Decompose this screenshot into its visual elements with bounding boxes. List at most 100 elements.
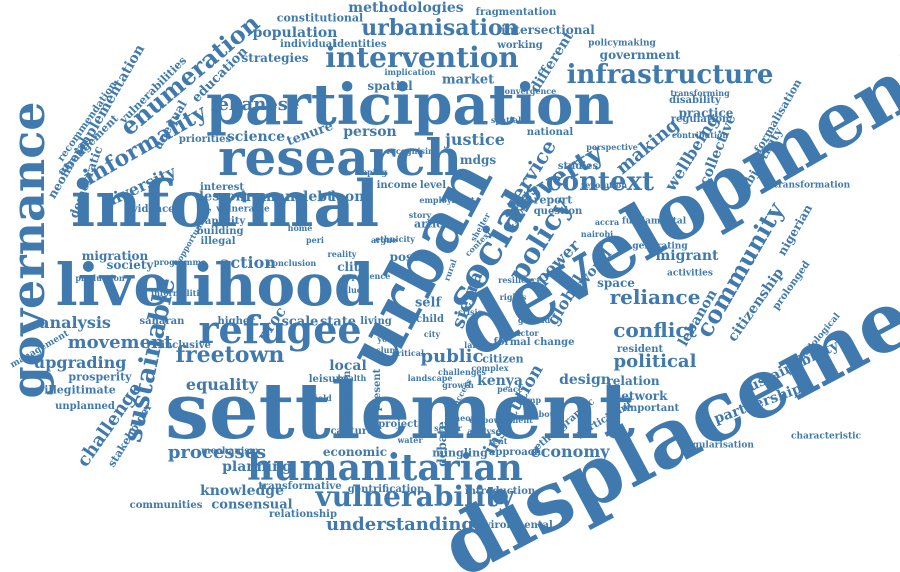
word-91: space [597, 276, 635, 290]
word-160: accra [594, 217, 620, 227]
word-171: reality [327, 249, 357, 259]
word-202: spatial [490, 115, 522, 125]
word-153: report [533, 193, 573, 207]
word-158: level [419, 180, 447, 191]
word-179: empowerment [469, 415, 533, 425]
word-10: humanitarian [247, 447, 523, 489]
word-74: intersectional [501, 23, 595, 37]
word-205: recognising [386, 146, 440, 156]
word-139: characteristic [790, 431, 862, 442]
word-154: question [533, 206, 583, 217]
word-28: lebanese [210, 94, 300, 115]
word-126: self [414, 295, 442, 311]
word-199: experience [341, 271, 391, 281]
word-36: reliance [609, 285, 701, 309]
word-147: transformative [258, 481, 342, 492]
word-38: economy [530, 442, 610, 461]
word-96: planning [222, 459, 292, 475]
word-212: value [338, 285, 362, 295]
word-207: programme [153, 257, 207, 267]
word-135: resident [616, 344, 664, 355]
word-180: analyse [467, 426, 501, 436]
word-157: income [376, 180, 418, 191]
word-98: mingling [432, 446, 488, 460]
word-196: complex [471, 363, 509, 373]
word-164: perspective [586, 142, 638, 152]
word-125: clite [337, 260, 367, 274]
word-50: consensual [211, 497, 293, 513]
word-188: ground [517, 315, 551, 325]
word-61: migration [81, 249, 149, 263]
word-184: land [464, 340, 484, 350]
word-110: unplanned [55, 401, 115, 412]
word-26: processes [167, 442, 267, 463]
word-172: coping [356, 167, 388, 177]
word-122: building [196, 226, 244, 237]
word-136: activities [667, 268, 713, 279]
word-79: policymaking [588, 38, 656, 49]
word-11: vulnerability [315, 480, 515, 513]
word-187: rights [499, 292, 527, 302]
word-73: government [599, 48, 681, 62]
word-121: capacity [198, 216, 246, 227]
word-175: city [423, 329, 441, 339]
word-66: leone [330, 189, 374, 205]
word-119: interest [200, 182, 244, 193]
word-92: design [559, 372, 611, 388]
word-23: conflict [613, 318, 697, 342]
word-75: fragmentation [475, 7, 557, 18]
word-167: generating [632, 241, 688, 252]
word-128: living [360, 316, 392, 327]
word-17: intervention [325, 41, 519, 74]
word-173: youth [377, 334, 403, 344]
word-29: methodologies [348, 0, 464, 16]
word-168: crisis [457, 307, 483, 317]
word-20: urbanisation [361, 15, 519, 41]
word-144: introduction [464, 486, 536, 497]
word-25: movement [67, 332, 173, 353]
word-150: mechanism [201, 446, 259, 457]
word-197: theory [450, 413, 480, 423]
word-200: challenges [437, 367, 487, 377]
word-46: equality [185, 375, 259, 394]
word-71: spatial [367, 79, 413, 93]
word-161: nairobi [580, 229, 614, 239]
word-104: scale [281, 314, 319, 330]
word-31: strategies [241, 51, 309, 65]
word-183: labour [530, 409, 560, 419]
word-55: mdgs [459, 153, 497, 167]
word-208: production [75, 273, 125, 283]
word-37: political [613, 351, 697, 372]
word-169: employment [419, 195, 475, 205]
word-155: national [526, 127, 574, 138]
word-189: growth [442, 380, 474, 390]
word-117: priorities [178, 134, 232, 145]
word-203: convergence [499, 86, 557, 96]
word-30: population [252, 25, 338, 41]
word-49: knowledge [200, 483, 284, 499]
word-54: kenya [477, 373, 523, 389]
word-82: regulation [670, 114, 730, 125]
word-190: health [337, 373, 367, 383]
word-105: higher [217, 316, 255, 327]
word-145: environmental [471, 520, 553, 531]
word-63: person [343, 124, 397, 140]
word-106: saharan [139, 316, 185, 327]
word-170: ethnicity [375, 234, 415, 244]
word-70: market [441, 72, 495, 88]
word-191: actor [515, 328, 539, 338]
word-78: working [497, 40, 543, 51]
word-7: research [218, 128, 462, 187]
word-101: capture [330, 426, 374, 437]
word-118: evidence [125, 204, 175, 215]
word-206: informalities [151, 288, 209, 298]
word-149: communities [129, 500, 203, 511]
word-107: inclusive [161, 340, 211, 351]
word-5: livelihood [55, 251, 375, 319]
word-148: relationship [269, 509, 337, 520]
word-120: vulnerable [216, 204, 270, 215]
word-2: settlement [165, 366, 635, 457]
word-137: transformation [773, 180, 851, 191]
word-140: regularisation [682, 440, 754, 451]
